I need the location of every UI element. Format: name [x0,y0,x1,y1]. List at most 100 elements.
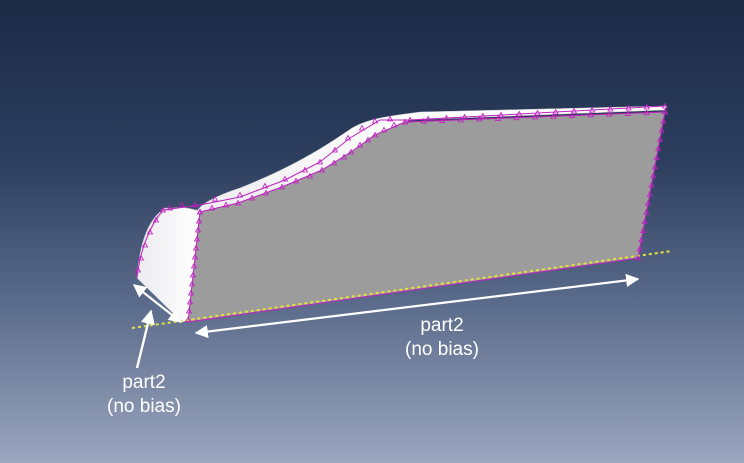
front-arc-outline [136,209,164,279]
seed-mark [648,181,655,188]
seed-mark [194,226,202,233]
seed-mark [152,216,160,223]
width-edge-label-line1: part2 [122,372,166,393]
seed-mark [588,106,596,113]
seed-mark [191,253,199,260]
seed-mark [461,113,468,120]
seed-mark [653,154,660,161]
seed-mark [513,114,520,121]
seed-mark [636,245,643,252]
width-edge-annotation: part2 (no bias) [94,371,194,419]
seed-mark [606,110,613,117]
seed-mark [531,113,539,120]
seed-mark [658,126,665,133]
seed-mark [479,112,487,119]
seed-mark [443,114,450,121]
mesh-seed-marks [134,102,669,323]
seed-mark [641,218,648,224]
width-arrow [132,284,183,323]
seed-mark [178,201,186,208]
seed-mark [281,175,289,182]
seed-mark [331,146,339,153]
seed-mark [568,112,576,118]
seed-mark [643,209,650,215]
seed-mark [371,117,379,124]
seed-mark [497,111,505,118]
seed-mark [195,217,203,224]
top-edge-outline [162,105,666,211]
seed-mark [137,254,145,261]
seed-mark [316,158,324,165]
seed-mark [166,204,174,211]
seed-mark [222,201,230,208]
seed-mark [211,195,219,202]
seed-mark [347,148,355,155]
seed-mark [344,134,352,141]
part-side-face[interactable] [187,111,666,323]
seed-mark [159,206,167,213]
seed-mark [301,166,309,173]
seed-mark [570,107,578,114]
seed-mark [191,201,199,208]
seed-mark [644,199,652,206]
seed-mark [643,103,650,110]
seed-mark [650,172,657,179]
length-edge-label-line1: part2 [420,315,464,336]
seed-mark [656,136,664,142]
seed-mark [494,115,502,121]
seed-mark [550,112,557,119]
seed-mark [134,266,142,273]
seed-mark [401,118,409,125]
seed-mark [552,108,559,115]
seed-mark [534,109,541,116]
seed-mark [634,254,642,261]
seed-mark [661,102,669,109]
seed-mark [187,289,195,296]
width-edge-label-line2: (no bias) [107,396,181,417]
seed-mark [306,172,314,179]
seed-mark [208,204,216,211]
side-face-outline [199,111,666,259]
seed-mark [646,190,653,197]
seed-mark [358,124,366,131]
length-arrow [194,273,640,339]
seed-mark [186,298,194,305]
seed-mark [624,110,632,116]
seed-mark [607,105,614,112]
seed-mark [639,227,647,234]
seed-mark [587,111,594,118]
seed-mark [364,136,372,143]
seed-mark [643,109,650,116]
length-edge-label-line2: (no bias) [405,339,479,360]
seed-mark [196,208,204,215]
seed-mark [386,115,394,122]
seed-mark [189,271,197,278]
seed-mark [292,177,300,184]
seed-mark [638,236,645,243]
seed-mark [261,182,269,189]
seed-mark [420,117,427,124]
seed-mark [371,131,379,138]
seed-mark [390,121,398,128]
seed-mark [655,145,662,151]
seed-mark [193,235,201,242]
seed-mark [661,108,669,115]
seed-mark [380,126,388,133]
seed-mark [516,110,523,117]
seed-mark [625,104,632,111]
seed-mark [457,116,464,123]
seed-mark [340,153,348,160]
seed-mark [141,241,149,248]
seed-mark [262,189,270,196]
seed-mark [234,199,242,206]
seed-mark [185,307,193,314]
seed-mark [406,116,414,123]
seed-mark [236,191,244,198]
length-edge-annotation: part2 (no bias) [392,314,492,362]
seed-mark [651,163,659,170]
seed-mark [330,159,338,166]
seed-mark [248,194,256,201]
seed-mark [184,316,192,323]
